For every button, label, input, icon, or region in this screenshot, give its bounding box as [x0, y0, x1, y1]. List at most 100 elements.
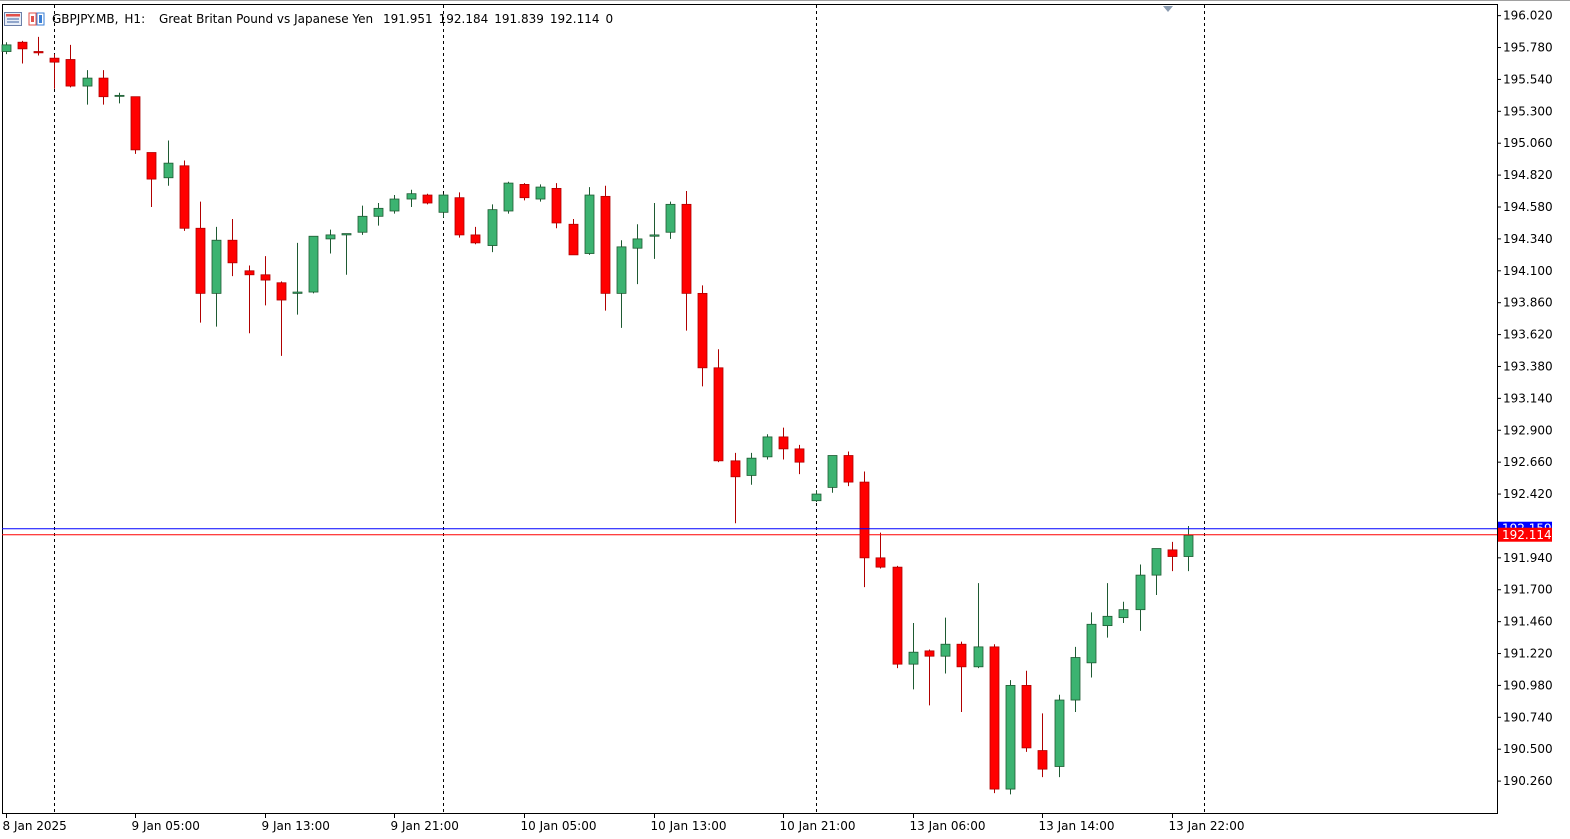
- candle[interactable]: [940, 617, 951, 674]
- candle[interactable]: [1070, 646, 1081, 712]
- candle[interactable]: [325, 229, 336, 254]
- candle[interactable]: [859, 471, 870, 588]
- candle[interactable]: [422, 193, 433, 205]
- price-lines: [2, 528, 1497, 536]
- candle[interactable]: [179, 160, 190, 231]
- candle[interactable]: [956, 641, 967, 712]
- candle[interactable]: [713, 349, 724, 463]
- candle[interactable]: [1054, 694, 1065, 778]
- bearish-candle-body: [956, 643, 967, 668]
- candle[interactable]: [649, 203, 660, 259]
- candle[interactable]: [924, 649, 935, 706]
- bullish-candle-body: [1102, 615, 1113, 627]
- candle[interactable]: [1021, 670, 1032, 752]
- candle[interactable]: [989, 644, 1000, 794]
- candle[interactable]: [130, 96, 141, 154]
- candle[interactable]: [1135, 564, 1146, 631]
- candle[interactable]: [227, 218, 238, 277]
- candle[interactable]: [389, 195, 400, 214]
- candle[interactable]: [584, 187, 595, 255]
- candle[interactable]: [973, 583, 984, 669]
- candle[interactable]: [114, 92, 125, 104]
- candle[interactable]: [470, 226, 481, 245]
- candle[interactable]: [357, 205, 368, 235]
- candle[interactable]: [1086, 612, 1097, 678]
- bullish-candle-body: [811, 493, 822, 502]
- candle[interactable]: [163, 140, 174, 186]
- candle[interactable]: [1005, 680, 1016, 795]
- candle[interactable]: [211, 226, 222, 327]
- candle[interactable]: [519, 183, 530, 201]
- candle[interactable]: [827, 455, 838, 493]
- candle[interactable]: [33, 36, 44, 56]
- bearish-candle-body: [454, 197, 465, 236]
- candle[interactable]: [276, 281, 287, 356]
- candle[interactable]: [875, 532, 886, 569]
- candle[interactable]: [1167, 541, 1178, 572]
- bullish-candle-body: [1151, 548, 1162, 576]
- candle[interactable]: [762, 434, 773, 460]
- candle[interactable]: [697, 285, 708, 387]
- bullish-candle-body: [357, 215, 368, 233]
- candle[interactable]: [600, 185, 611, 311]
- candle[interactable]: [1118, 601, 1129, 623]
- candle[interactable]: [487, 204, 498, 253]
- candle[interactable]: [908, 622, 919, 690]
- candle[interactable]: [1151, 548, 1162, 596]
- chart-window-icon[interactable]: [4, 12, 22, 26]
- candle[interactable]: [1, 42, 12, 55]
- day-separators: [54, 5, 1205, 813]
- bearish-candle-body: [519, 184, 530, 199]
- candle[interactable]: [49, 54, 60, 89]
- candle[interactable]: [438, 193, 449, 218]
- price-tick-label: 191.700: [1503, 583, 1553, 597]
- candle[interactable]: [292, 242, 303, 315]
- candle[interactable]: [551, 183, 562, 229]
- bullish-candle-body: [389, 198, 400, 212]
- candle[interactable]: [146, 152, 157, 207]
- candle[interactable]: [82, 70, 93, 105]
- bullish-candle-body: [1086, 623, 1097, 664]
- candle[interactable]: [535, 184, 546, 202]
- chart-shift-marker-icon[interactable]: [1163, 6, 1173, 12]
- candles[interactable]: [1, 36, 1194, 795]
- candle[interactable]: [730, 452, 741, 524]
- candle[interactable]: [17, 40, 28, 64]
- candle[interactable]: [65, 44, 76, 88]
- candle[interactable]: [98, 70, 109, 105]
- candle[interactable]: [794, 444, 805, 475]
- candle[interactable]: [1037, 713, 1048, 778]
- candle[interactable]: [373, 203, 384, 226]
- candle[interactable]: [260, 256, 271, 306]
- bearish-candle-body: [195, 227, 206, 294]
- candle[interactable]: [503, 181, 514, 214]
- candle[interactable]: [1183, 525, 1194, 572]
- candle[interactable]: [308, 235, 319, 294]
- bullish-candle-body: [82, 77, 93, 87]
- candle[interactable]: [681, 191, 692, 331]
- candle[interactable]: [244, 265, 255, 334]
- low-price: 191.839: [494, 12, 544, 26]
- candle[interactable]: [892, 565, 903, 669]
- price-tick-label: 194.820: [1503, 168, 1553, 182]
- candle[interactable]: [811, 490, 822, 503]
- candle[interactable]: [616, 240, 627, 328]
- candle[interactable]: [195, 201, 206, 323]
- candle[interactable]: [568, 218, 579, 256]
- time-axis[interactable]: 8 Jan 2025 9 Jan 05:00 9 Jan 13:00 9 Jan 21…: [3, 813, 1245, 833]
- candle[interactable]: [746, 452, 757, 485]
- price-axis[interactable]: 196.020 195.780 195.540 195.300 195.060 194.8…: [1497, 9, 1553, 788]
- one-click-trading-icon[interactable]: [28, 12, 46, 26]
- candle[interactable]: [341, 233, 352, 275]
- candle[interactable]: [843, 451, 854, 487]
- price-tick-label: 194.580: [1503, 200, 1553, 214]
- candle[interactable]: [454, 192, 465, 238]
- candle[interactable]: [665, 201, 676, 239]
- candle[interactable]: [406, 189, 417, 207]
- bearish-candle-body: [49, 57, 60, 63]
- candle[interactable]: [632, 224, 643, 285]
- candle[interactable]: [1102, 583, 1113, 638]
- symbol-label: GBPJPY.MB,: [52, 12, 119, 26]
- candle[interactable]: [778, 427, 789, 460]
